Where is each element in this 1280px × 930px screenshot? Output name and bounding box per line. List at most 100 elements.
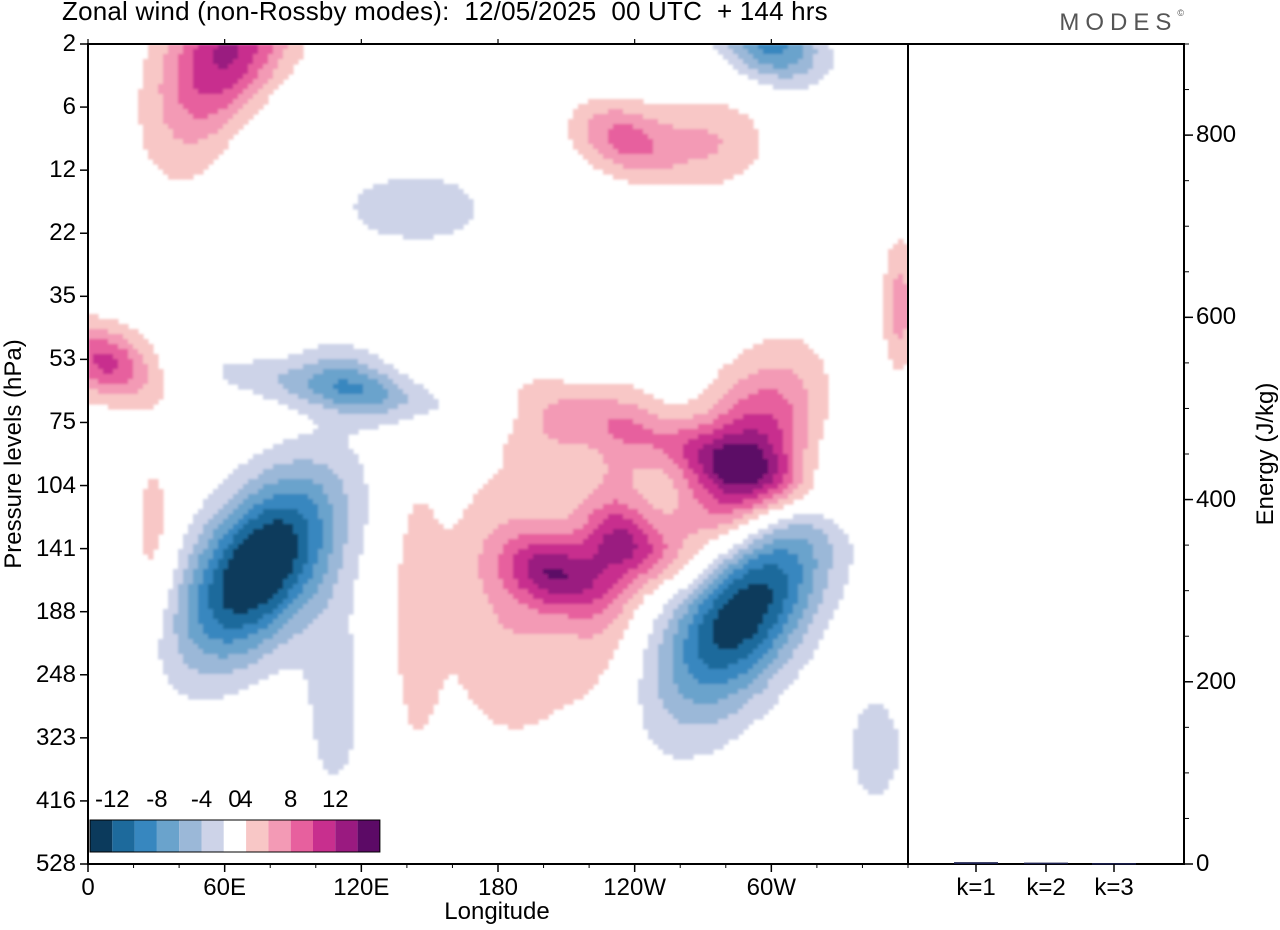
heatmap-cell	[678, 144, 684, 150]
heatmap-cell	[578, 474, 584, 480]
heatmap-cell	[653, 489, 659, 495]
heatmap-cell	[618, 489, 624, 495]
heatmap-cell	[153, 379, 159, 385]
heatmap-cell	[648, 134, 654, 140]
heatmap-cell	[813, 519, 819, 525]
heatmap-cell	[703, 489, 709, 495]
heatmap-cell	[108, 324, 114, 330]
heatmap-cell	[348, 519, 354, 525]
heatmap-cell	[308, 469, 314, 475]
heatmap-cell	[773, 524, 779, 530]
heatmap-cell	[753, 349, 759, 355]
heatmap-cell	[663, 499, 669, 505]
heatmap-cell	[353, 424, 359, 430]
heatmap-cell	[248, 79, 254, 85]
heatmap-cell	[683, 429, 689, 435]
heatmap-cell	[368, 399, 374, 405]
heatmap-cell	[698, 144, 704, 150]
heatmap-cell	[293, 399, 299, 405]
heatmap-cell	[198, 139, 204, 145]
heatmap-cell	[178, 159, 184, 165]
heatmap-cell	[803, 414, 809, 420]
heatmap-cell	[128, 404, 134, 410]
heatmap-cell	[573, 514, 579, 520]
heatmap-cell	[778, 479, 784, 485]
heatmap-cell	[548, 439, 554, 445]
heatmap-cell	[808, 469, 814, 475]
heatmap-cell	[633, 499, 639, 505]
heatmap-cell	[788, 494, 794, 500]
heatmap-cell	[293, 59, 299, 65]
heatmap-cell	[418, 214, 424, 220]
heatmap-cell	[753, 439, 759, 445]
heatmap-cell	[453, 184, 459, 190]
heatmap-cell	[723, 404, 729, 410]
heatmap-cell	[793, 454, 799, 460]
heatmap-cell	[313, 349, 319, 355]
heatmap-cell	[283, 379, 289, 385]
heatmap-cell	[323, 419, 329, 425]
heatmap-cell	[593, 434, 599, 440]
heatmap-cell	[638, 524, 644, 530]
heatmap-cell	[303, 359, 309, 365]
heatmap-cell	[748, 479, 754, 485]
heatmap-cell	[698, 474, 704, 480]
heatmap-cell	[463, 204, 469, 210]
heatmap-cell	[558, 444, 564, 450]
heatmap-cell	[278, 514, 284, 520]
heatmap-cell	[313, 504, 319, 510]
heatmap-cell	[793, 339, 799, 345]
heatmap-cell	[213, 149, 219, 155]
heatmap-cell	[738, 429, 744, 435]
heatmap-cell	[573, 384, 579, 390]
heatmap-cell	[283, 59, 289, 65]
heatmap-cell	[813, 409, 819, 415]
heatmap-cell	[223, 129, 229, 135]
heatmap-cell	[233, 129, 239, 135]
heatmap-cell	[643, 484, 649, 490]
heatmap-cell	[643, 529, 649, 535]
heatmap-cell	[598, 529, 604, 535]
heatmap-cell	[628, 159, 634, 165]
heatmap-cell	[193, 129, 199, 135]
heatmap-cell	[283, 44, 289, 50]
heatmap-cell	[218, 119, 224, 125]
heatmap-cell	[603, 144, 609, 150]
heatmap-cell	[598, 434, 604, 440]
heatmap-cell	[758, 64, 764, 70]
heatmap-cell	[368, 424, 374, 430]
heatmap-cell	[758, 49, 764, 55]
heatmap-cell	[463, 199, 469, 205]
heatmap-cell	[248, 374, 254, 380]
heatmap-cell	[808, 424, 814, 430]
heatmap-cell	[718, 434, 724, 440]
heatmap-cell	[248, 384, 254, 390]
heatmap-cell	[468, 209, 474, 215]
heatmap-cell	[443, 194, 449, 200]
heatmap-cell	[363, 409, 369, 415]
heatmap-cell	[123, 404, 129, 410]
heatmap-cell	[668, 519, 674, 525]
heatmap-cell	[723, 514, 729, 520]
heatmap-cell	[258, 49, 264, 55]
heatmap-cell	[183, 109, 189, 115]
heatmap-cell	[518, 439, 524, 445]
heatmap-cell	[678, 514, 684, 520]
heatmap-cell	[648, 114, 654, 120]
heatmap-cell	[163, 144, 169, 150]
heatmap-cell	[633, 454, 639, 460]
heatmap-cell	[168, 134, 174, 140]
heatmap-cell	[748, 419, 754, 425]
heatmap-cell	[143, 379, 149, 385]
heatmap-cell	[633, 524, 639, 530]
heatmap-cell	[658, 499, 664, 505]
heatmap-cell	[783, 469, 789, 475]
heatmap-cell	[813, 449, 819, 455]
heatmap-cell	[168, 104, 174, 110]
heatmap-cell	[223, 79, 229, 85]
heatmap-cell	[708, 529, 714, 535]
heatmap-cell	[763, 369, 769, 375]
heatmap-cell	[233, 514, 239, 520]
heatmap-cell	[358, 359, 364, 365]
heatmap-cell	[758, 509, 764, 515]
